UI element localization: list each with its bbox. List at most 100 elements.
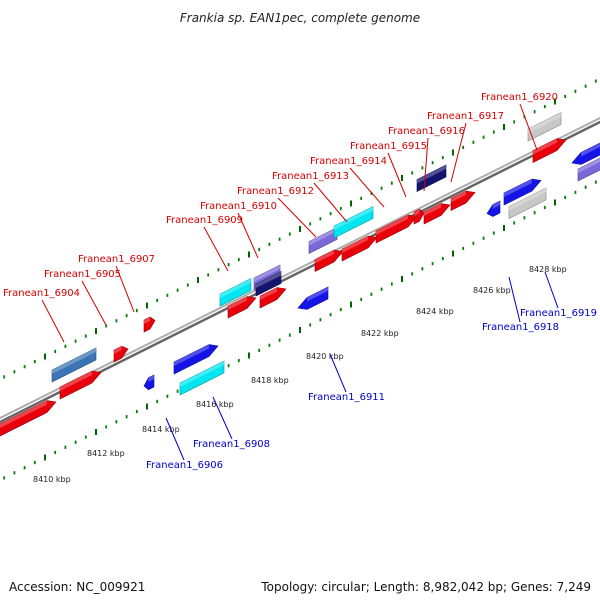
kbp-tick-label: 8416 kbp [196, 400, 234, 409]
gene-highlight [228, 296, 247, 310]
gene-highlight [376, 215, 408, 235]
gene-label-forward[interactable]: Franean1_6909 [166, 215, 243, 226]
kbp-tick-label: 8412 kbp [87, 449, 125, 458]
gene-feature[interactable] [450, 190, 476, 211]
label-leader-line [203, 226, 229, 272]
kbp-tick-label: 8424 kbp [416, 307, 454, 316]
label-leader-line [450, 122, 467, 183]
label-leader-line [313, 182, 348, 223]
gene-feature[interactable] [173, 344, 219, 375]
gene-highlight [60, 371, 92, 391]
gene-feature[interactable] [508, 187, 547, 219]
gene-feature[interactable] [227, 296, 257, 319]
label-leader-line [237, 212, 259, 259]
gene-feature[interactable] [333, 206, 374, 239]
gene-label-reverse[interactable]: Franean1_6908 [193, 439, 270, 450]
gene-body[interactable] [173, 344, 219, 375]
kbp-tick-label: 8420 kbp [306, 352, 344, 361]
gene-highlight [414, 209, 420, 216]
gene-feature[interactable] [143, 374, 155, 391]
gene-highlight [0, 400, 47, 428]
gene-feature[interactable] [314, 249, 344, 272]
gene-feature[interactable] [527, 112, 562, 142]
gene-label-reverse[interactable]: Franean1_6906 [146, 460, 223, 471]
kbp-tick-label: 8422 kbp [361, 329, 399, 338]
accession-text: Accession: NC_009921 [9, 580, 146, 594]
kbp-tick-label: 8414 kbp [142, 425, 180, 434]
gene-body[interactable] [59, 370, 102, 400]
label-leader-line [277, 197, 317, 238]
label-leader-line [165, 417, 185, 461]
kbp-tick-label: 8418 kbp [251, 376, 289, 385]
gene-label-forward[interactable]: Franean1_6912 [237, 186, 314, 197]
gene-label-forward[interactable]: Franean1_6904 [3, 288, 80, 299]
gene-label-forward[interactable]: Franean1_6914 [310, 156, 387, 167]
gene-highlight [504, 179, 532, 197]
label-leader-line [387, 152, 407, 198]
gene-highlight [315, 250, 334, 264]
gene-label-forward[interactable]: Franean1_6917 [427, 111, 504, 122]
gene-label-forward[interactable]: Franean1_6920 [481, 92, 558, 103]
gene-label-forward[interactable]: Franean1_6910 [200, 201, 277, 212]
gene-feature[interactable] [219, 278, 252, 307]
label-leader-line [41, 299, 65, 343]
gene-feature[interactable] [577, 152, 600, 182]
gene-feature[interactable] [341, 235, 378, 262]
gene-labels[interactable]: Franean1_6904 Franean1_6905 Franean1_6907 F… [3, 92, 597, 471]
gene-highlight [578, 158, 600, 173]
label-leader-line [329, 353, 347, 393]
gene-body[interactable] [503, 178, 542, 206]
label-leader-line [519, 103, 538, 151]
gene-label-reverse[interactable]: Franean1_6919 [520, 308, 597, 319]
gene-feature[interactable] [0, 400, 57, 442]
gene-label-forward[interactable]: Franean1_6913 [272, 171, 349, 182]
gene-feature[interactable] [51, 347, 97, 383]
gene-feature[interactable] [416, 164, 447, 192]
genome-summary-text: Topology: circular; Length: 8,982,042 bp… [261, 580, 591, 594]
gene-feature[interactable] [255, 271, 282, 297]
gene-feature[interactable] [308, 227, 338, 254]
kbp-tick-label: 8410 kbp [33, 475, 71, 484]
gene-highlight [334, 206, 373, 230]
gene-label-forward[interactable]: Franean1_6916 [388, 126, 465, 137]
gene-feature[interactable] [423, 203, 451, 225]
label-leader-line [544, 271, 559, 309]
gene-feature[interactable] [113, 345, 129, 363]
gene-highlight [260, 287, 277, 300]
gene-highlight [451, 191, 466, 203]
gene-body[interactable] [259, 287, 287, 309]
gene-highlight [307, 287, 328, 302]
gene-label-reverse[interactable]: Franean1_6918 [482, 322, 559, 333]
gene-highlight [309, 227, 337, 246]
gene-feature[interactable] [297, 286, 329, 310]
gene-highlight [144, 316, 151, 324]
gene-highlight [528, 112, 561, 133]
gene-label-forward[interactable]: Franean1_6915 [350, 141, 427, 152]
kbp-tick-label: 8428 kbp [529, 265, 567, 274]
gene-label-forward[interactable]: Franean1_6907 [78, 254, 155, 265]
gene-highlight [492, 201, 500, 209]
gene-feature[interactable] [259, 287, 287, 309]
gene-highlight [52, 348, 96, 374]
kbp-tick-label: 8426 kbp [473, 286, 511, 295]
label-leader-line [115, 265, 135, 313]
upper-scale-track [3, 79, 597, 379]
gene-highlight [533, 138, 557, 155]
gene-feature[interactable] [571, 138, 600, 165]
gene-label-reverse[interactable]: Franean1_6911 [308, 392, 385, 403]
gene-highlight [220, 278, 251, 298]
gene-feature[interactable] [59, 370, 102, 400]
gene-feature[interactable] [503, 178, 542, 206]
gene-label-forward[interactable]: Franean1_6905 [44, 269, 121, 280]
gene-highlight [174, 344, 209, 366]
gene-feature[interactable] [532, 138, 567, 163]
gene-feature[interactable] [413, 208, 425, 225]
gene-feature[interactable] [375, 214, 418, 244]
gene-highlight [342, 236, 368, 253]
gene-features[interactable] [0, 112, 600, 442]
gene-feature[interactable] [143, 316, 156, 333]
gene-highlight [424, 203, 441, 216]
gene-feature[interactable] [179, 360, 225, 396]
gene-feature[interactable] [486, 200, 501, 217]
